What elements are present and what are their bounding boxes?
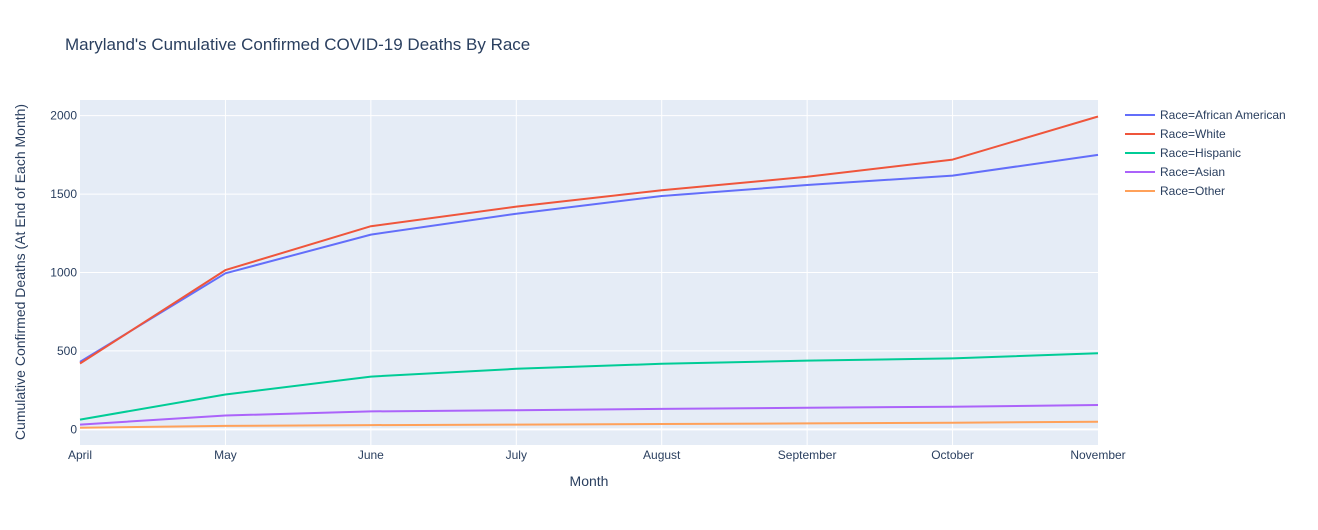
- legend-label: Race=Asian: [1160, 165, 1225, 179]
- y-axis-ticks: 0 500 1000 1500 2000: [50, 109, 77, 437]
- chart-title: Maryland's Cumulative Confirmed COVID-19…: [65, 35, 530, 54]
- legend-label: Race=Other: [1160, 184, 1225, 198]
- y-tick-label: 2000: [50, 109, 77, 123]
- grid-lines: [80, 100, 1098, 445]
- series-line[interactable]: [79, 352, 1099, 421]
- legend-item[interactable]: Race=Asian: [1125, 165, 1225, 179]
- legend[interactable]: Race=African American Race=White Race=Hisp…: [1125, 108, 1286, 198]
- legend-label: Race=African American: [1160, 108, 1286, 122]
- legend-item[interactable]: Race=Hispanic: [1125, 146, 1241, 160]
- x-tick-label: April: [68, 448, 92, 462]
- series-line[interactable]: [79, 404, 1099, 426]
- x-tick-label: July: [506, 448, 527, 462]
- y-tick-label: 0: [70, 422, 77, 436]
- series-line[interactable]: [79, 115, 1099, 365]
- x-axis-ticks: April May June July August September October No…: [68, 448, 1126, 462]
- series-lines: [79, 115, 1099, 429]
- x-tick-label: October: [931, 448, 974, 462]
- y-axis-title: Cumulative Confirmed Deaths (At End of E…: [12, 104, 28, 440]
- x-tick-label: June: [358, 448, 384, 462]
- x-tick-label: August: [643, 448, 681, 462]
- series-line[interactable]: [79, 153, 1099, 363]
- legend-label: Race=White: [1160, 127, 1226, 141]
- y-tick-label: 1000: [50, 266, 77, 280]
- x-tick-label: November: [1070, 448, 1125, 462]
- series-line[interactable]: [79, 420, 1099, 429]
- x-tick-label: May: [214, 448, 237, 462]
- x-axis-title: Month: [570, 473, 609, 489]
- legend-item[interactable]: Race=African American: [1125, 108, 1286, 122]
- y-tick-label: 500: [57, 344, 77, 358]
- legend-item[interactable]: Race=Other: [1125, 184, 1225, 198]
- y-tick-label: 1500: [50, 187, 77, 201]
- legend-item[interactable]: Race=White: [1125, 127, 1226, 141]
- legend-label: Race=Hispanic: [1160, 146, 1241, 160]
- x-tick-label: September: [778, 448, 837, 462]
